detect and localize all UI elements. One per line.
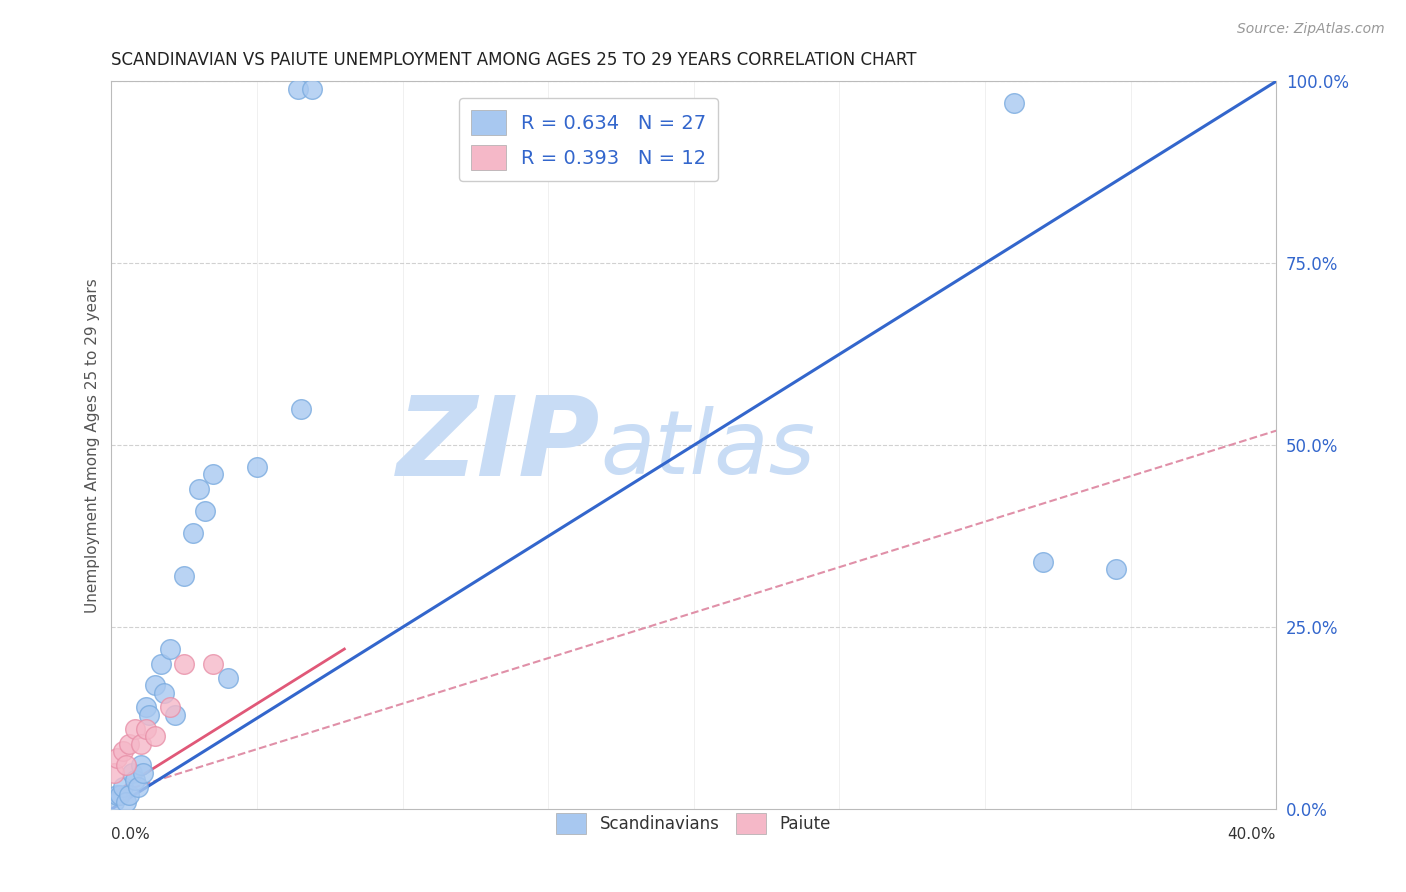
Point [103,765,125,780]
Point [112,780,135,795]
Point [112,744,135,758]
Point [149,657,172,671]
Point [1105,562,1128,576]
Point [105,751,128,765]
Point [108,788,131,802]
Point [138,707,160,722]
Point [246,460,269,475]
Text: 40.0%: 40.0% [1227,828,1277,842]
Text: ZIP: ZIP [396,392,600,499]
Point [290,401,312,416]
Point [143,730,166,744]
Point [124,722,146,736]
Point [115,758,138,772]
Point [217,671,239,685]
Point [173,657,195,671]
Point [165,707,187,722]
Point [135,722,157,736]
Point [187,482,209,496]
Point [121,765,143,780]
Text: SCANDINAVIAN VS PAIUTE UNEMPLOYMENT AMONG AGES 25 TO 29 YEARS CORRELATION CHART: SCANDINAVIAN VS PAIUTE UNEMPLOYMENT AMON… [111,51,917,69]
Point [129,737,152,751]
Point [1002,96,1025,111]
Point [129,758,152,772]
Point [287,81,309,95]
Point [135,700,157,714]
Y-axis label: Unemployment Among Ages 25 to 29 years: Unemployment Among Ages 25 to 29 years [86,278,100,613]
Point [301,81,323,95]
Point [159,642,181,657]
Point [124,772,146,787]
Point [127,780,149,795]
Point [103,795,125,809]
Point [181,525,204,540]
Point [143,678,166,692]
Point [132,765,155,780]
Point [202,657,225,671]
Point [105,788,128,802]
Point [153,686,176,700]
Point [173,569,195,583]
Point [1032,555,1054,569]
Point [202,467,225,482]
Text: atlas: atlas [600,406,815,491]
Point [118,788,141,802]
Point [159,700,181,714]
Point [115,795,138,809]
Text: 0.0%: 0.0% [111,828,150,842]
Point [118,737,141,751]
Point [194,504,217,518]
Text: Source: ZipAtlas.com: Source: ZipAtlas.com [1237,22,1385,37]
Legend: Scandinavians, Paiute: Scandinavians, Paiute [550,806,838,841]
